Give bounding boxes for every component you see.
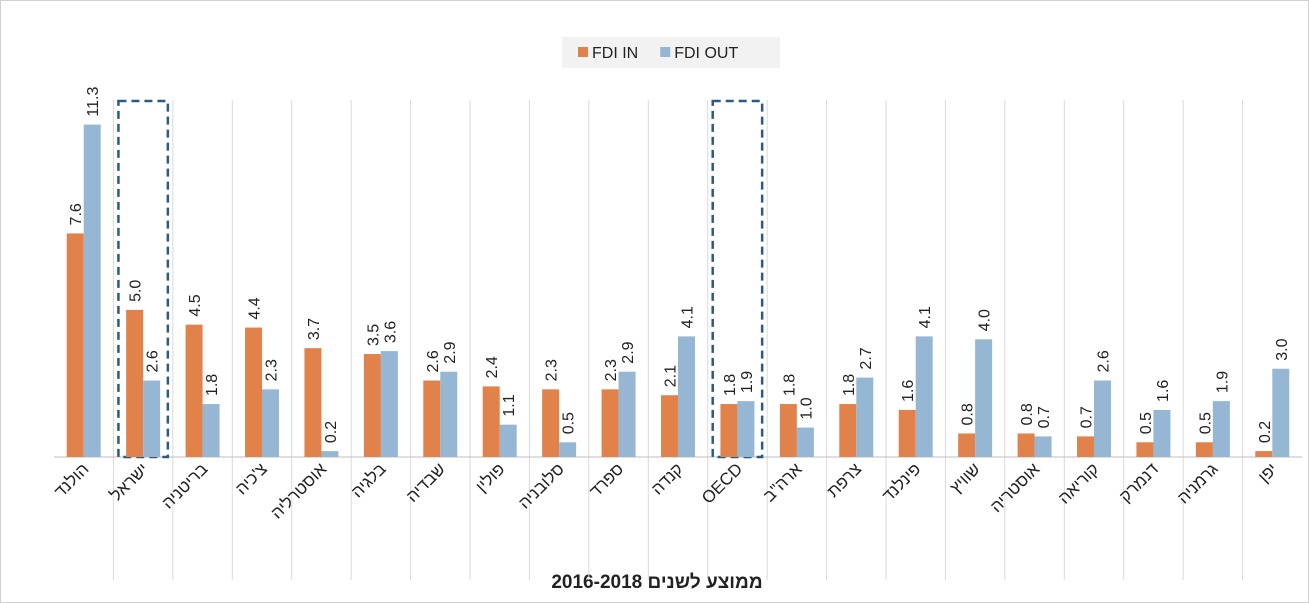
bar (720, 404, 738, 457)
legend-label: FDI OUT (674, 45, 738, 62)
bar (143, 380, 161, 457)
bar (839, 404, 857, 457)
bar (185, 324, 203, 457)
value-label: 2.6 (1096, 350, 1113, 372)
value-label: 0.5 (1197, 412, 1214, 434)
value-label: 1.8 (841, 374, 858, 396)
bar (678, 336, 695, 457)
bar (363, 354, 381, 457)
value-label: 2.9 (442, 341, 459, 363)
value-label: 2.3 (603, 359, 620, 381)
value-label: 7.6 (68, 203, 85, 225)
bar (618, 371, 636, 457)
bar (202, 404, 220, 457)
bar (856, 377, 874, 457)
bar (245, 327, 262, 457)
value-label: 1.6 (1155, 380, 1172, 402)
value-label: 0.2 (323, 421, 340, 443)
bar (1195, 442, 1213, 457)
value-label: 3.5 (365, 324, 382, 346)
bar (1077, 436, 1094, 457)
bar (898, 409, 916, 457)
bar (482, 386, 500, 457)
value-label: 1.8 (204, 374, 221, 396)
bar (601, 389, 619, 457)
bar (1272, 368, 1290, 457)
bar (66, 233, 84, 457)
value-label: 2.3 (264, 359, 281, 381)
value-label: 2.6 (425, 350, 442, 372)
value-label: 0.5 (561, 412, 578, 434)
bar (1017, 433, 1035, 457)
legend-swatch (578, 47, 588, 57)
bar (440, 371, 458, 457)
value-label: 0.5 (1138, 412, 1155, 434)
legend-label: FDI IN (592, 45, 638, 62)
bar (975, 339, 993, 457)
bar (559, 442, 577, 457)
bar (83, 124, 101, 457)
value-label: 1.1 (501, 394, 518, 416)
value-label: 0.7 (1036, 406, 1053, 428)
bar (321, 451, 339, 457)
bar (380, 351, 398, 457)
bar (262, 389, 279, 457)
value-label: 0.8 (1019, 403, 1036, 425)
value-label: 4.1 (917, 306, 934, 328)
value-label: 1.6 (900, 380, 917, 402)
value-label: 5.0 (128, 280, 145, 302)
bar (1034, 436, 1052, 457)
legend-box (562, 37, 780, 68)
value-label: 1.8 (781, 374, 798, 396)
value-label: 2.1 (663, 365, 680, 387)
value-label: 0.2 (1257, 421, 1274, 443)
value-label: 2.4 (484, 356, 501, 378)
value-label: 1.9 (1214, 371, 1231, 393)
value-label: 1.9 (739, 371, 756, 393)
bar (499, 424, 517, 457)
bar (542, 389, 560, 457)
value-label: 3.0 (1274, 338, 1291, 360)
bar (915, 336, 933, 457)
bar (423, 380, 441, 457)
value-label: 2.6 (145, 350, 162, 372)
value-label: 3.7 (306, 318, 323, 340)
chart-title: ממוצע לשנים 2016-2018 (551, 572, 762, 593)
value-label: 1.8 (722, 374, 739, 396)
value-label: 2.3 (544, 359, 561, 381)
value-label: 4.5 (187, 294, 204, 316)
bar (1212, 401, 1230, 457)
bar (958, 433, 976, 457)
bar (796, 427, 814, 457)
bar (1094, 380, 1111, 457)
bar (1153, 409, 1171, 457)
value-label: 0.8 (960, 403, 977, 425)
value-label: 2.9 (620, 341, 637, 363)
bar (1136, 442, 1154, 457)
value-label: 0.7 (1079, 406, 1096, 428)
bar (1255, 451, 1273, 457)
value-label: 4.1 (680, 306, 697, 328)
value-label: 11.3 (85, 87, 102, 117)
value-label: 2.7 (858, 347, 875, 369)
bar (779, 404, 797, 457)
bar (126, 309, 144, 457)
value-label: 1.0 (798, 397, 815, 419)
bar (661, 395, 678, 457)
legend-swatch (660, 47, 671, 57)
value-label: 4.4 (247, 297, 264, 319)
bar (737, 401, 755, 457)
value-label: 3.6 (382, 321, 399, 343)
value-label: 4.0 (977, 309, 994, 331)
bar (304, 348, 322, 457)
